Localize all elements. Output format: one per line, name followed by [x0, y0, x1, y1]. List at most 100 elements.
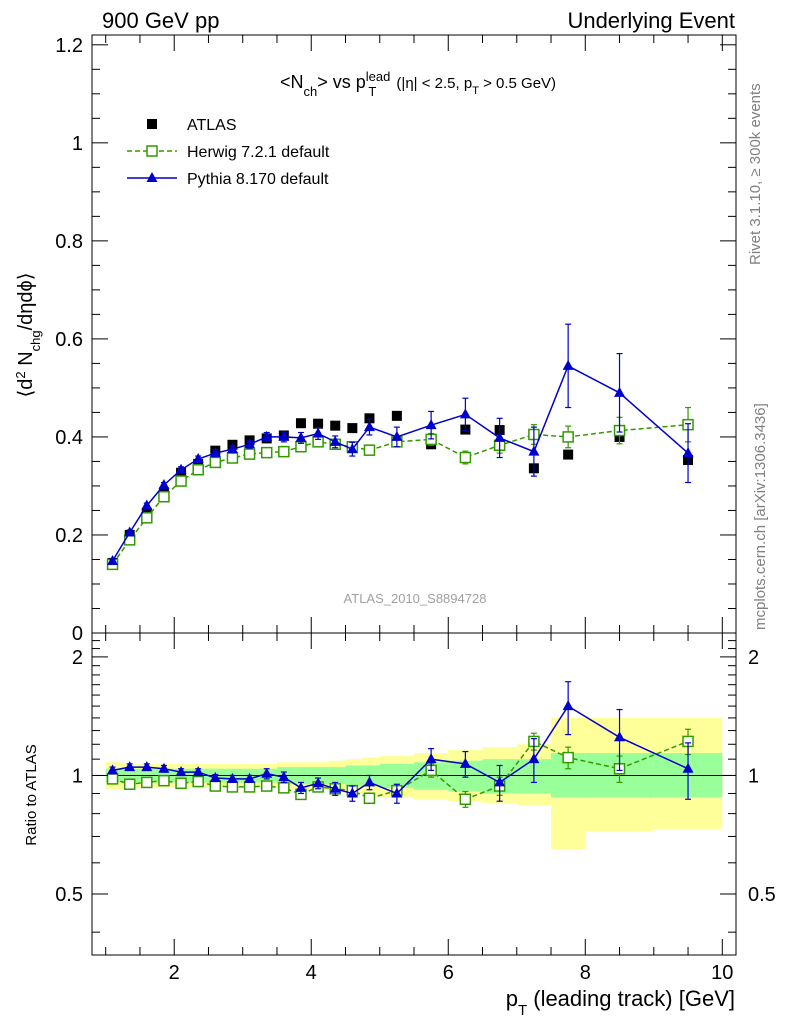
- main-series-1-point: [226, 452, 239, 464]
- main-series-1-point: [192, 464, 204, 476]
- ratio-ytick-label: 2: [72, 647, 83, 669]
- main-series-2-point: [528, 445, 540, 456]
- ratio-series-1-point: [494, 776, 506, 787]
- ratio-series-0-point: [562, 751, 574, 764]
- main-series-0-point: [313, 418, 324, 429]
- legend-marker-0: [147, 119, 157, 129]
- ratio-series-1-point: [124, 761, 136, 772]
- ratio-series-1-point: [459, 757, 471, 768]
- ratio-series-1-point: [107, 764, 119, 775]
- ratio-series-1-point: [244, 772, 256, 783]
- main-plot-marks: [106, 323, 694, 571]
- rivet-label: Rivet 3.1.10, ≥ 300k events: [747, 83, 764, 265]
- main-series-2-point: [614, 386, 626, 397]
- main-plot-title: <Nch> vs plead T (|η| < 2.5, pT > 0.5 GeV…: [280, 69, 556, 99]
- legend-marker-1: [146, 145, 158, 157]
- main-series-1-point: [209, 456, 222, 469]
- main-series-2-point: [329, 435, 341, 446]
- main-axes: 0 0.2 0.4 0.6 0.8 1 1.2: [55, 35, 736, 645]
- main-series-2-point: [494, 431, 506, 442]
- main-series-0-point: [364, 413, 375, 424]
- ratio-plot-panel: 2 4 6 8 10 0.5 0.5 1 1 2 2 Ratio to ATLAS pT (lead…: [23, 632, 776, 1019]
- ratio-series-1-point: [226, 772, 238, 783]
- main-series-2-point: [226, 443, 238, 454]
- ratio-series-0-point: [243, 781, 256, 793]
- ratio-series-0-point: [192, 775, 204, 788]
- ratio-series-0-point: [260, 780, 273, 792]
- main-series-1-point: [158, 490, 170, 503]
- ratio-series-0-point: [226, 781, 239, 793]
- ratio-series-1-point: [391, 787, 403, 798]
- main-series-2-point: [141, 499, 153, 510]
- main-series-2-point: [459, 408, 471, 419]
- x-axis-label: pT (leading track) [GeV]: [506, 986, 735, 1019]
- ratio-series-0-point: [363, 792, 376, 805]
- ratio-uncertainty-bands: [92, 717, 736, 850]
- legend: ATLAS Herwig 7.2.1 default Pythia 8.170 de…: [127, 117, 330, 188]
- ratio-series-1-point: [158, 762, 170, 773]
- ratio-series-1-point: [209, 772, 221, 783]
- main-series-1-point: [175, 475, 187, 487]
- main-ytick-label: 0.8: [55, 231, 83, 253]
- ratio-ytick-label-right: 1: [748, 765, 759, 787]
- ratio-plot-marks: [106, 681, 694, 808]
- main-series-1-point: [260, 446, 273, 459]
- mcplots-label: mcplots.cern.ch [arXiv:1306.3436]: [752, 403, 769, 630]
- main-series-2-point: [107, 554, 119, 565]
- main-series-2-point: [562, 359, 574, 370]
- main-series-0-point: [563, 449, 574, 460]
- main-series-0-point: [193, 458, 204, 469]
- analysis-watermark: ATLAS_2010_S8894728: [344, 591, 487, 606]
- main-plot-panel: 0 0.2 0.4 0.6 0.8 1 1.2 <Nch> vs plead T (|η| <…: [13, 34, 737, 645]
- ratio-series-0-point: [278, 782, 290, 794]
- ratio-series-1-point: [192, 766, 204, 777]
- ratio-axes: 2 4 6 8 10 0.5 0.5 1 1 2 2: [55, 633, 776, 984]
- header-right: Underlying Event: [567, 8, 735, 33]
- ratio-ytick-label-right: 2: [748, 647, 759, 669]
- ratio-series-1-point: [346, 787, 358, 798]
- xtick-label: 6: [443, 962, 454, 984]
- main-series-2-point: [295, 431, 307, 442]
- main-series-2-point: [192, 452, 204, 463]
- legend-marker-2: [146, 172, 158, 182]
- main-series-2-point: [682, 447, 694, 458]
- ratio-series-1-point: [278, 771, 290, 782]
- ratio-series-0-point: [141, 776, 153, 789]
- ratio-series-1-point: [312, 777, 324, 788]
- main-series-2-point: [175, 463, 187, 474]
- main-ytick-label: 0: [72, 623, 83, 645]
- ratio-series-1-point: [562, 700, 574, 711]
- main-series-0-point: [391, 410, 402, 421]
- ratio-series-1-point: [295, 781, 307, 792]
- main-series-2-point: [261, 430, 273, 441]
- main-ytick-label: 1.2: [55, 35, 83, 57]
- xtick-label: 2: [169, 962, 180, 984]
- ratio-series-0-point: [459, 793, 472, 806]
- main-series-1-point: [278, 445, 290, 458]
- ratio-series-1-point: [614, 731, 626, 742]
- main-series-1-point: [363, 444, 376, 456]
- main-ytick-label: 0.6: [55, 329, 83, 351]
- main-ytick-label: 0.4: [55, 427, 83, 449]
- ratio-ytick-label: 1: [72, 765, 83, 787]
- xtick-label: 10: [711, 962, 733, 984]
- main-series-0-point: [347, 423, 358, 434]
- main-series-1-point: [243, 448, 256, 460]
- xtick-label: 4: [306, 962, 317, 984]
- legend-label-1: Herwig 7.2.1 default: [187, 144, 330, 161]
- main-series-2-point: [391, 430, 403, 441]
- ratio-ytick-label-right: 0.5: [748, 884, 776, 906]
- ratio-series-0-point: [158, 774, 170, 787]
- main-series-2-point: [363, 421, 375, 432]
- main-series-2-point: [158, 478, 170, 489]
- ratio-series-1-point: [425, 753, 437, 764]
- main-series-2-point: [209, 447, 221, 458]
- main-series-2-point: [244, 438, 256, 449]
- ratio-series-1-point: [141, 761, 153, 772]
- main-series-2-point: [278, 430, 290, 441]
- main-series-0-point: [295, 418, 306, 429]
- ratio-y-axis-label: Ratio to ATLAS: [23, 744, 40, 845]
- main-series-2-point: [124, 526, 136, 537]
- legend-label-0: ATLAS: [187, 117, 237, 134]
